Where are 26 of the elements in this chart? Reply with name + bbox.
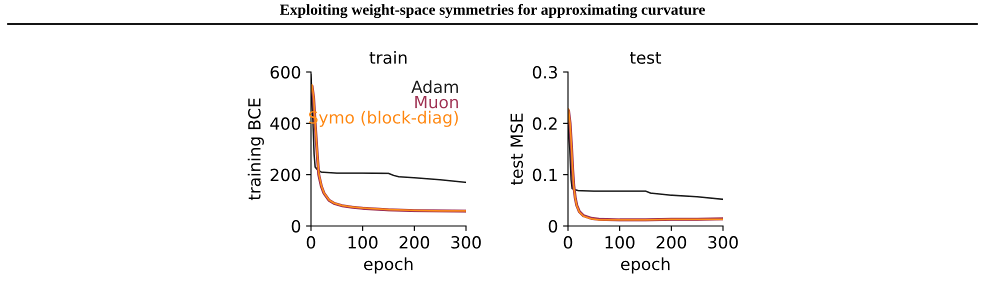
x-tick-label: 300 bbox=[451, 236, 481, 249]
x-tick-label: 100 bbox=[606, 236, 634, 249]
x-tick-label: 100 bbox=[348, 236, 378, 249]
x-tick-label: 300 bbox=[708, 236, 738, 249]
y-tick-label: 0 bbox=[548, 220, 558, 233]
text: Muon bbox=[415, 96, 458, 108]
y-tick-label: 600 bbox=[270, 66, 300, 79]
text: Exploiting weight-space symmetries for approximating curvature bbox=[280, 4, 705, 18]
x-tick-label: 200 bbox=[400, 236, 430, 249]
x-tick-label: 200 bbox=[656, 236, 686, 249]
chart-title: train bbox=[370, 51, 406, 64]
line-series bbox=[311, 74, 466, 184]
x-axis-title: epoch bbox=[364, 257, 412, 274]
x-tick-label: 0 bbox=[564, 236, 572, 249]
y-tick-label: 0.1 bbox=[532, 168, 557, 182]
y-axis-title: test MSE bbox=[510, 114, 523, 185]
x-axis-title: epoch bbox=[621, 257, 670, 274]
y-tick-label: 0.2 bbox=[532, 117, 557, 130]
text: Adam bbox=[411, 80, 458, 94]
y-axis-title: training BCE bbox=[248, 98, 264, 200]
y-tick-label: 200 bbox=[270, 168, 300, 182]
y-tick-label: 400 bbox=[270, 117, 300, 130]
y-tick-label: 0 bbox=[292, 220, 300, 233]
chart-title: test bbox=[630, 52, 662, 64]
y-tick-label: 0.3 bbox=[532, 66, 557, 79]
x-tick-label: 0 bbox=[306, 236, 316, 249]
